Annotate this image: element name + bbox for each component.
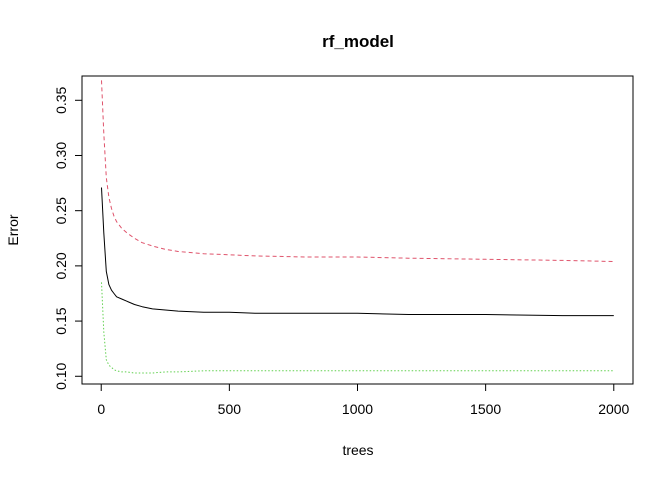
x-tick-label: 2000 [598,401,629,417]
y-tick-label: 0.20 [53,252,69,279]
y-tick-label: 0.15 [53,307,69,334]
x-tick-label: 1500 [470,401,501,417]
series-line-3 [101,282,614,374]
series-line-2 [101,80,614,262]
y-axis: 0.10 0.15 0.20 0.25 0.30 0.35 [53,86,83,390]
plot-frame [81,75,634,385]
chart-title: rf_model [322,32,394,51]
x-axis: 0 500 1000 1500 2000 [97,383,630,417]
y-tick-label: 0.30 [53,142,69,169]
x-tick-label: 0 [97,401,105,417]
x-axis-label: trees [342,442,373,458]
y-tick-label: 0.25 [53,197,69,224]
y-tick-label: 0.35 [53,86,69,113]
y-axis-label: Error [5,214,21,245]
series-layer [101,80,614,374]
y-tick-label: 0.10 [53,362,69,389]
x-tick-label: 1000 [342,401,373,417]
x-tick-label: 500 [218,401,242,417]
series-line-1 [101,187,614,317]
